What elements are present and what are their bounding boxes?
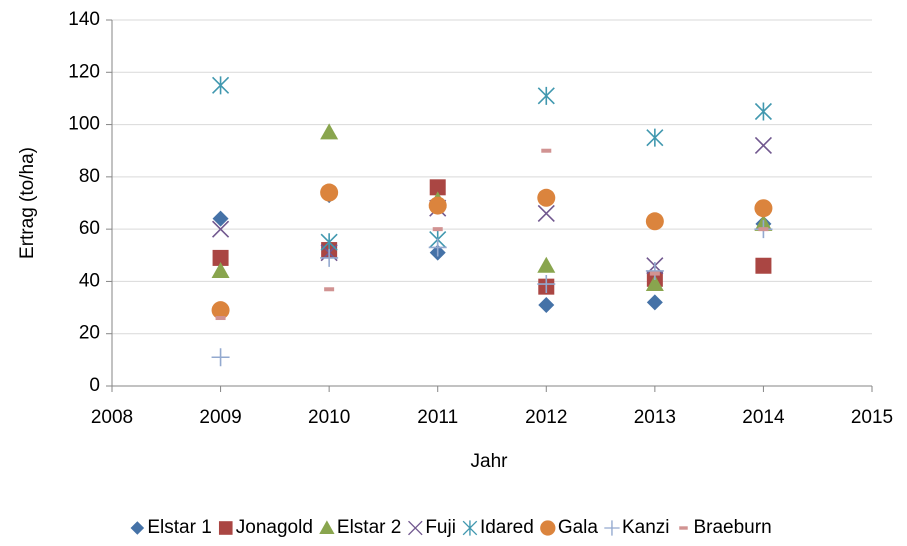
marker bbox=[324, 287, 335, 292]
marker bbox=[211, 348, 230, 367]
marker bbox=[538, 296, 555, 313]
marker bbox=[758, 227, 769, 232]
marker bbox=[212, 76, 230, 95]
marker bbox=[537, 204, 555, 223]
x-tick-label: 2011 bbox=[417, 407, 458, 428]
legend-label: Kanzi bbox=[622, 517, 670, 538]
marker bbox=[211, 261, 230, 278]
marker bbox=[755, 257, 772, 274]
marker bbox=[537, 275, 556, 294]
marker bbox=[432, 227, 443, 232]
marker bbox=[646, 294, 663, 311]
marker bbox=[429, 179, 446, 196]
marker bbox=[754, 136, 772, 155]
x-tick-label: 2012 bbox=[525, 407, 567, 428]
marker bbox=[754, 199, 773, 218]
marker bbox=[428, 196, 447, 215]
marker bbox=[537, 86, 555, 105]
marker bbox=[212, 249, 229, 266]
legend-label: Gala bbox=[558, 517, 599, 538]
x-tick-label: 2014 bbox=[742, 407, 785, 428]
y-tick-label: 40 bbox=[79, 270, 100, 291]
y-axis-label: Ertrag (to/ha) bbox=[17, 147, 38, 259]
y-tick-label: 100 bbox=[68, 114, 100, 135]
marker bbox=[428, 238, 447, 257]
legend-marker bbox=[218, 521, 233, 535]
y-tick-label: 80 bbox=[79, 166, 100, 187]
legend-marker bbox=[130, 521, 145, 535]
x-tick-label: 2009 bbox=[199, 407, 241, 428]
marker bbox=[320, 183, 339, 202]
marker bbox=[320, 248, 339, 267]
y-tick-label: 60 bbox=[79, 218, 100, 239]
marker bbox=[645, 261, 664, 280]
legend-marker bbox=[679, 526, 688, 530]
legend-label: Elstar 2 bbox=[337, 517, 401, 538]
marker bbox=[320, 123, 339, 140]
legend-label: Jonagold bbox=[236, 517, 313, 538]
marker bbox=[754, 102, 772, 121]
marker bbox=[645, 212, 664, 231]
marker bbox=[541, 148, 552, 153]
marker bbox=[537, 256, 556, 273]
marker bbox=[211, 301, 230, 320]
legend-marker bbox=[540, 520, 556, 536]
legend-label: Elstar 1 bbox=[147, 517, 211, 538]
x-tick-label: 2008 bbox=[91, 407, 133, 428]
y-tick-label: 20 bbox=[79, 323, 100, 344]
marker bbox=[320, 233, 338, 252]
legend-marker bbox=[604, 520, 620, 536]
x-tick-label: 2013 bbox=[634, 407, 676, 428]
marker bbox=[212, 210, 229, 227]
x-tick-label: 2010 bbox=[308, 407, 350, 428]
marker bbox=[215, 316, 226, 321]
marker bbox=[212, 220, 230, 238]
marker bbox=[646, 128, 664, 147]
legend-marker bbox=[408, 520, 423, 536]
x-axis-label: Jahr bbox=[471, 451, 509, 472]
y-tick-label: 0 bbox=[89, 375, 100, 396]
x-tick-label: 2015 bbox=[851, 407, 893, 428]
marker bbox=[649, 271, 660, 276]
y-tick-label: 120 bbox=[68, 61, 100, 82]
marker bbox=[645, 275, 664, 292]
legend-label: Braeburn bbox=[693, 517, 771, 538]
legend-marker bbox=[319, 520, 335, 534]
marker bbox=[537, 188, 556, 207]
legend-marker bbox=[462, 520, 478, 536]
legend-label: Fuji bbox=[425, 517, 456, 538]
y-tick-label: 140 bbox=[68, 9, 100, 30]
legend-label: Idared bbox=[480, 517, 534, 538]
